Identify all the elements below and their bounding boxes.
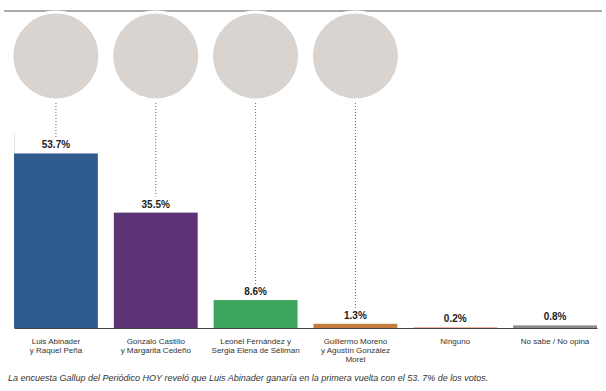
bars xyxy=(14,153,597,328)
photo xyxy=(12,12,100,100)
bar xyxy=(413,327,497,328)
data-labels: 53.7% 35.5% 8.6% 1.3% 0.2% 0.8% xyxy=(42,139,567,324)
category-label-line: Gonzalo Castillo xyxy=(127,337,186,346)
tick: Luis Abinadery Raquel Peña xyxy=(30,328,83,355)
tick: Ninguno xyxy=(440,328,470,346)
chart: 53.7%35.5%8.6%1.3%0.2%0.8%Luis Abinadery… xyxy=(0,0,606,391)
leader-line xyxy=(155,100,156,197)
leader-line xyxy=(355,100,356,308)
bar xyxy=(214,300,298,328)
category-label-line: Sergia Elena de Séliman xyxy=(212,346,300,355)
bar xyxy=(14,153,98,328)
tick: No sabe / No opina xyxy=(521,328,590,346)
category-label-line: y Raquel Peña xyxy=(30,346,83,355)
category-label: Guillermo Morenoy Agustín GonzálezMorel xyxy=(321,337,390,364)
leader-line xyxy=(55,100,56,137)
category-label: Ninguno xyxy=(440,337,470,346)
data-label: 53.7% xyxy=(42,139,70,150)
category-label-line: Guillermo Moreno xyxy=(324,337,388,346)
category-label-line: No sabe / No opina xyxy=(521,337,590,346)
top-rule xyxy=(4,11,602,12)
category-label: No sabe / No opina xyxy=(521,337,590,346)
tick: Leonel Fernández ySergia Elena de Sélima… xyxy=(212,328,300,355)
x-axis: Luis Abinadery Raquel Peña Gonzalo Castil… xyxy=(15,328,598,364)
data-label: 35.5% xyxy=(142,199,170,210)
data-label: 0.8% xyxy=(544,311,567,322)
category-label-line: Morel xyxy=(345,355,365,364)
category-label-line: Ninguno xyxy=(440,337,470,346)
x-axis-line xyxy=(15,328,598,329)
photo xyxy=(212,12,300,100)
bar xyxy=(513,325,597,328)
category-label: Gonzalo Castilloy Margarita Cedeño xyxy=(121,337,192,355)
category-label: Leonel Fernández ySergia Elena de Sélima… xyxy=(212,337,300,355)
category-label-line: y Margarita Cedeño xyxy=(121,346,192,355)
bar xyxy=(114,213,198,328)
category-label-line: y Agustín González xyxy=(321,346,390,355)
category-label-line: Luis Abinader xyxy=(32,337,81,346)
leader-line xyxy=(255,100,256,284)
tick: Gonzalo Castilloy Margarita Cedeño xyxy=(121,328,192,355)
category-label-line: Leonel Fernández y xyxy=(220,337,291,346)
caption: La encuesta Gallup del Periódico HOY rev… xyxy=(8,373,488,383)
photo xyxy=(311,12,399,100)
tick: Guillermo Morenoy Agustín GonzálezMorel xyxy=(321,328,390,364)
category-label: Luis Abinadery Raquel Peña xyxy=(30,337,83,355)
photo xyxy=(112,12,200,100)
data-label: 1.3% xyxy=(344,310,367,321)
data-label: 8.6% xyxy=(244,286,267,297)
bar xyxy=(313,324,397,328)
data-label: 0.2% xyxy=(444,313,467,324)
